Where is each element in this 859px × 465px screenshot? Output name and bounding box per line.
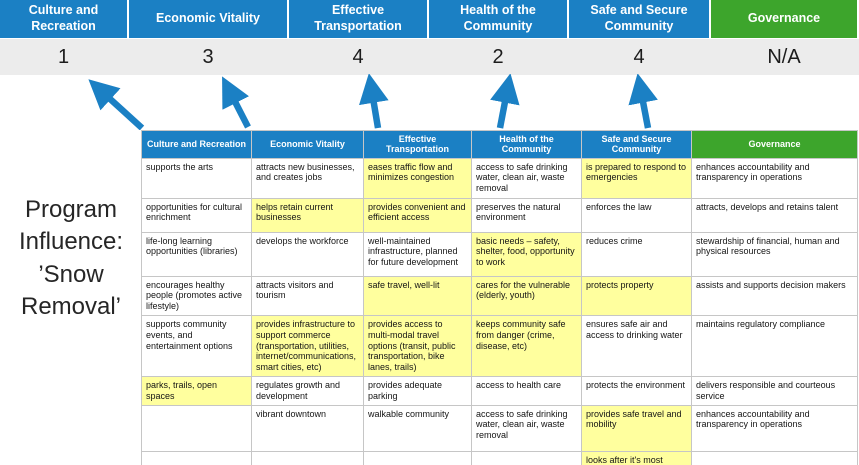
matrix-cell: attracts visitors and tourism (251, 275, 364, 317)
matrix-cell: supports community events, and entertain… (141, 315, 252, 378)
matrix-cell (251, 450, 364, 465)
category-governance: Governance (711, 0, 857, 38)
matrix-cell: reduces crime (581, 231, 692, 277)
matrix-cell: maintains regulatory compliance (691, 315, 858, 378)
category-header-row: Culture and Recreation Economic Vitality… (0, 0, 859, 38)
matrix-cell (471, 450, 582, 465)
up-arrow-icon (490, 74, 520, 129)
matrix-cell: vibrant downtown (251, 404, 364, 452)
matrix-cell: regulates growth and development (251, 376, 364, 406)
category-safe-secure-community: Safe and Secure Community (569, 0, 709, 38)
matrix-header-effective-transportation: Effective Transportation (363, 130, 472, 159)
matrix-cell: safe travel, well-lit (363, 275, 472, 317)
matrix-cell: attracts new businesses, and creates job… (251, 157, 364, 199)
matrix-cell: protects property (581, 275, 692, 317)
table-row: opportunities for cultural enrichment he… (141, 197, 858, 233)
matrix-cell: attracts, develops and retains talent (691, 197, 858, 233)
influence-matrix: Culture and Recreation Economic Vitality… (141, 130, 858, 465)
matrix-cell (141, 404, 252, 452)
page-title: Program Influence: ’Snow Removal’ (18, 196, 124, 321)
matrix-header-culture-recreation: Culture and Recreation (141, 130, 252, 159)
matrix-cell: well-maintained infrastructure, planned … (363, 231, 472, 277)
table-row: looks after it's most vulnerable (141, 450, 858, 465)
matrix-cell: access to safe drinking water, clean air… (471, 157, 582, 199)
category-economic-vitality: Economic Vitality (129, 0, 287, 38)
matrix-cell: basic needs – safety, shelter, food, opp… (471, 231, 582, 277)
matrix-header-economic-vitality: Economic Vitality (251, 130, 364, 159)
matrix-cell (691, 450, 858, 465)
category-culture-recreation: Culture and Recreation (0, 0, 127, 38)
up-arrow-icon (222, 76, 251, 129)
matrix-cell: delivers responsible and courteous servi… (691, 376, 858, 406)
matrix-cell: stewardship of financial, human and phys… (691, 231, 858, 277)
category-effective-transportation: Effective Transportation (289, 0, 427, 38)
table-row: life-long learning opportunities (librar… (141, 231, 858, 277)
up-arrow-icon (628, 74, 658, 129)
table-row: supports the arts attracts new businesse… (141, 157, 858, 199)
matrix-cell (141, 450, 252, 465)
matrix-cell: walkable community (363, 404, 472, 452)
matrix-cell: helps retain current businesses (251, 197, 364, 233)
table-row: vibrant downtown walkable community acce… (141, 404, 858, 452)
matrix-cell: provides access to multi-modal travel op… (363, 315, 472, 378)
score-culture-recreation: 1 (57, 45, 70, 68)
matrix-cell: protects the environment (581, 376, 692, 406)
matrix-cell: keeps community safe from danger (crime,… (471, 315, 582, 378)
matrix-cell: supports the arts (141, 157, 252, 199)
matrix-cell: provides adequate parking (363, 376, 472, 406)
influence-arrows (88, 74, 658, 130)
matrix-cell: opportunities for cultural enrichment (141, 197, 252, 233)
score-governance: N/A (767, 45, 801, 68)
up-arrow-icon (88, 79, 145, 130)
score-row: 1 3 4 2 4 N/A (0, 39, 859, 75)
matrix-cell: enhances accountability and transparency… (691, 157, 858, 199)
matrix-cell: provides infrastructure to support comme… (251, 315, 364, 378)
matrix-cell: provides convenient and efficient access (363, 197, 472, 233)
matrix-cell: parks, trails, open spaces (141, 376, 252, 406)
matrix-cell: assists and supports decision makers (691, 275, 858, 317)
matrix-cell: access to health care (471, 376, 582, 406)
category-health-community: Health of the Community (429, 0, 567, 38)
matrix-cell: eases traffic flow and minimizes congest… (363, 157, 472, 199)
matrix-cell: enhances accountability and transparency… (691, 404, 858, 452)
matrix-cell: access to safe drinking water, clean air… (471, 404, 582, 452)
matrix-cell: preserves the natural environment (471, 197, 582, 233)
matrix-cell: ensures safe air and access to drinking … (581, 315, 692, 378)
score-health-community: 2 (492, 45, 504, 68)
matrix-header-safe-secure-community: Safe and Secure Community (581, 130, 692, 159)
matrix-cell (363, 450, 472, 465)
table-row: supports community events, and entertain… (141, 315, 858, 378)
score-economic-vitality: 3 (202, 45, 214, 68)
matrix-cell: provides safe travel and mobility (581, 404, 692, 452)
table-row: parks, trails, open spaces regulates gro… (141, 376, 858, 406)
up-arrow-icon (359, 74, 389, 129)
matrix-cell: cares for the vulnerable (elderly, youth… (471, 275, 582, 317)
matrix-header-governance: Governance (691, 130, 858, 159)
matrix-cell: looks after it's most vulnerable (581, 450, 692, 465)
matrix-cell: is prepared to respond to emergencies (581, 157, 692, 199)
score-safe-secure-community: 4 (633, 45, 645, 68)
score-effective-transportation: 4 (352, 45, 364, 68)
matrix-cell: encourages healthy people (promotes acti… (141, 275, 252, 317)
matrix-cell: enforces the law (581, 197, 692, 233)
matrix-cell: develops the workforce (251, 231, 364, 277)
matrix-header-health-community: Health of the Community (471, 130, 582, 159)
matrix-cell: life-long learning opportunities (librar… (141, 231, 252, 277)
table-row: encourages healthy people (promotes acti… (141, 275, 858, 317)
matrix-header-row: Culture and Recreation Economic Vitality… (141, 130, 858, 159)
